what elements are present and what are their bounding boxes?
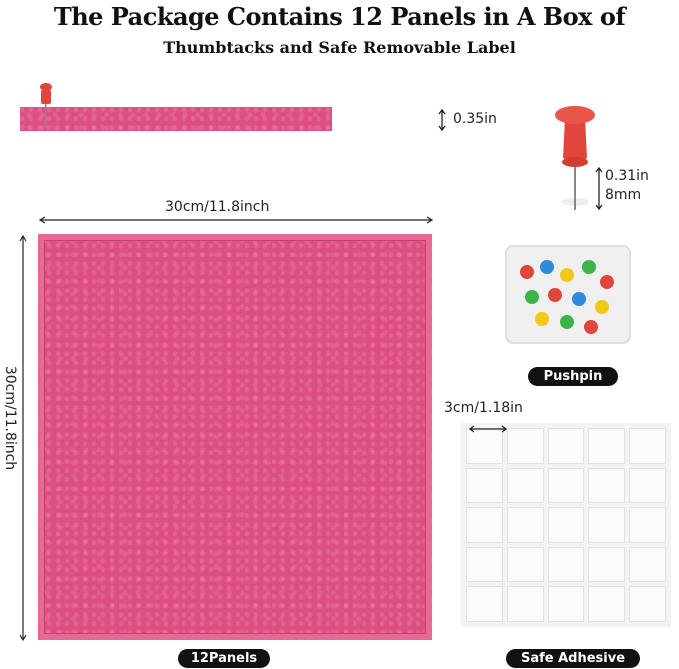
adhesive-size-arrow-icon (468, 425, 508, 433)
pin-length-in: 0.31in (605, 168, 649, 184)
pin-length-arrow-icon (595, 166, 603, 211)
width-arrow-icon (38, 216, 434, 224)
width-label: 30cm/11.8inch (165, 199, 270, 215)
height-label: 30cm/11.8inch (2, 365, 18, 471)
height-arrow-icon (19, 234, 27, 642)
thickness-label: 0.35in (453, 111, 497, 127)
felt-panel (38, 234, 432, 640)
panel-side-view (20, 107, 332, 131)
pushpin-badge: Pushpin (528, 367, 618, 386)
pushpins-icon (520, 260, 614, 334)
adhesive-badge: Safe Adhesive (506, 649, 640, 668)
thickness-arrow-icon (438, 108, 446, 132)
large-pushpin-icon (555, 106, 595, 210)
title-line-1: The Package Contains 12 Panels in A Box … (53, 2, 626, 31)
adhesive-size-label: 3cm/1.18in (444, 400, 523, 416)
pushpin-box-image (505, 245, 631, 344)
small-pushpin-icon (40, 83, 52, 128)
panels-badge: 12Panels (178, 649, 270, 668)
title-line-2: Thumbtacks and Safe Removable Label (163, 38, 516, 57)
adhesive-sheet (461, 423, 671, 627)
pin-length-mm: 8mm (605, 187, 642, 203)
